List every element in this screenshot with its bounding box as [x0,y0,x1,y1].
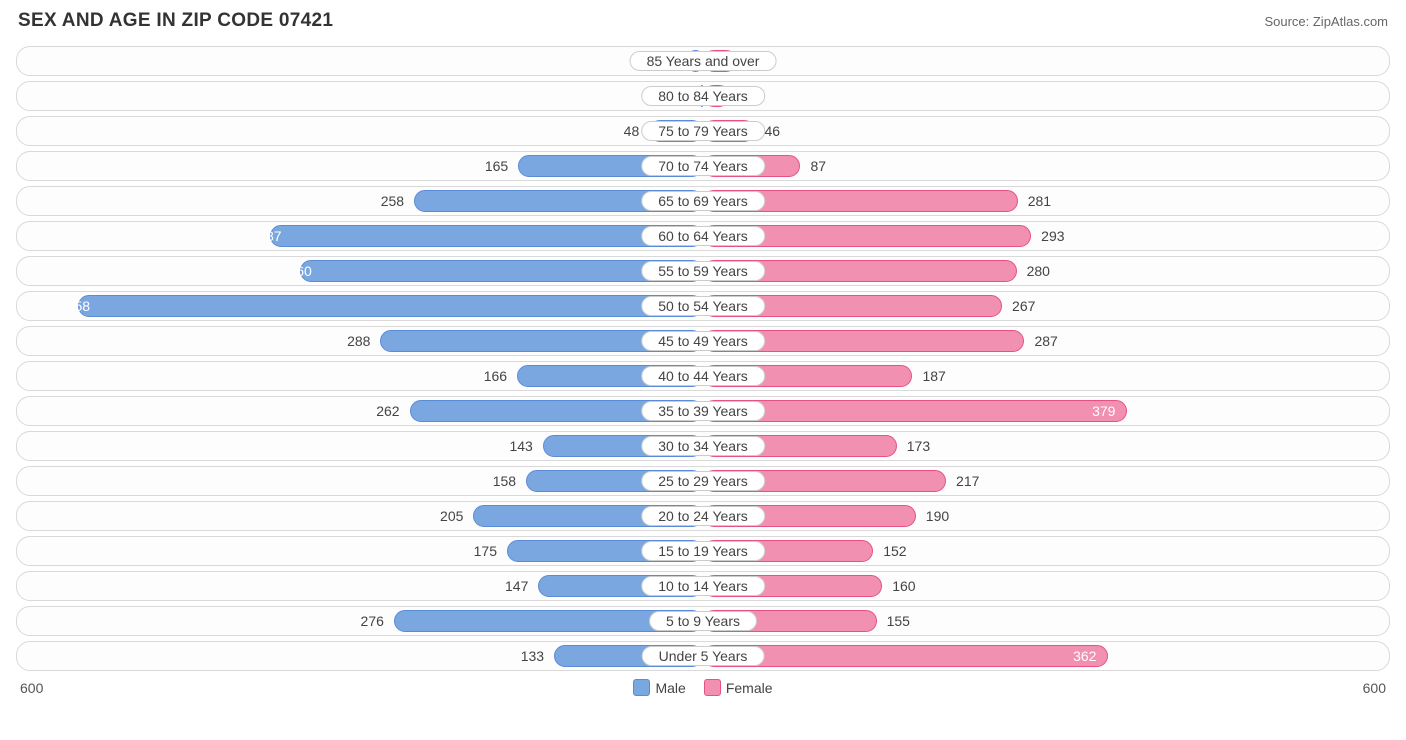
chart-row: 158 217 25 to 29 Years [16,466,1390,496]
value-label-female: 281 [1028,193,1051,209]
chart-source: Source: ZipAtlas.com [1264,14,1388,29]
category-label: 50 to 54 Years [641,296,765,316]
bar-male [78,295,703,317]
value-label-male: 48 [624,123,640,139]
value-label-male: 262 [376,403,399,419]
bar-male [270,225,703,247]
category-label: 60 to 64 Years [641,226,765,246]
chart-row: 387 293 60 to 64 Years [16,221,1390,251]
axis-label-left: 600 [20,680,43,696]
value-label-female: 155 [887,613,910,629]
chart-row: 276 155 5 to 9 Years [16,606,1390,636]
chart-row: 165 87 70 to 74 Years [16,151,1390,181]
category-label: 10 to 14 Years [641,576,765,596]
chart-row: 205 190 20 to 24 Years [16,501,1390,531]
chart-row: 558 267 50 to 54 Years [16,291,1390,321]
value-label-male: 205 [440,508,463,524]
category-label: 70 to 74 Years [641,156,765,176]
value-label-female: 293 [1041,228,1064,244]
chart-row: 147 160 10 to 14 Years [16,571,1390,601]
category-label: 75 to 79 Years [641,121,765,141]
chart-row: 175 152 15 to 19 Years [16,536,1390,566]
value-label-male: 165 [485,158,508,174]
value-label-female: 160 [892,578,915,594]
value-label-female: 187 [922,368,945,384]
legend-label-male: Male [655,680,685,696]
category-label: 80 to 84 Years [641,86,765,106]
category-label: 55 to 59 Years [641,261,765,281]
value-label-female: 87 [810,158,826,174]
value-label-female: 173 [907,438,930,454]
value-label-female: 152 [883,543,906,559]
chart-header: SEX AND AGE IN ZIP CODE 07421 Source: Zi… [16,10,1390,32]
chart-row: 133 362 Under 5 Years [16,641,1390,671]
category-label: 40 to 44 Years [641,366,765,386]
value-label-male: 166 [484,368,507,384]
bar-female [703,400,1127,422]
value-label-female: 287 [1034,333,1057,349]
category-label: 25 to 29 Years [641,471,765,491]
value-label-male: 558 [67,298,90,314]
category-label: 45 to 49 Years [641,331,765,351]
value-label-female: 217 [956,473,979,489]
chart-row: 166 187 40 to 44 Years [16,361,1390,391]
axis-label-right: 600 [1363,680,1386,696]
chart-row: 133085 Years and over [16,46,1390,76]
value-label-male: 288 [347,333,370,349]
value-label-male: 175 [474,543,497,559]
category-label: 15 to 19 Years [641,541,765,561]
value-label-female: 46 [765,123,781,139]
legend-label-female: Female [726,680,773,696]
category-label: 30 to 34 Years [641,436,765,456]
value-label-male: 158 [493,473,516,489]
legend-swatch-female [704,679,721,696]
category-label: 35 to 39 Years [641,401,765,421]
value-label-male: 147 [505,578,528,594]
chart-row: 360 280 55 to 59 Years [16,256,1390,286]
chart-row: 258 281 65 to 69 Years [16,186,1390,216]
legend-item-male: Male [633,679,685,696]
chart-area: 133085 Years and over 02480 to 84 Years 48… [16,46,1390,671]
value-label-male: 258 [381,193,404,209]
legend-item-female: Female [704,679,773,696]
value-label-male: 387 [258,228,281,244]
legend-swatch-male [633,679,650,696]
chart-title: SEX AND AGE IN ZIP CODE 07421 [18,10,333,32]
value-label-male: 360 [288,263,311,279]
value-label-female: 280 [1027,263,1050,279]
category-label: 65 to 69 Years [641,191,765,211]
chart-row: 143 173 30 to 34 Years [16,431,1390,461]
chart-row: 48 4675 to 79 Years [16,116,1390,146]
category-label: 20 to 24 Years [641,506,765,526]
value-label-female: 379 [1092,403,1115,419]
category-label: 5 to 9 Years [649,611,757,631]
chart-row: 02480 to 84 Years [16,81,1390,111]
category-label: 85 Years and over [630,51,777,71]
value-label-male: 276 [361,613,384,629]
category-label: Under 5 Years [642,646,765,666]
legend: Male Female [633,679,772,696]
chart-footer: 600 Male Female 600 [16,679,1390,696]
value-label-female: 190 [926,508,949,524]
value-label-female: 267 [1012,298,1035,314]
chart-row: 262 379 35 to 39 Years [16,396,1390,426]
chart-row: 288 287 45 to 49 Years [16,326,1390,356]
value-label-male: 133 [521,648,544,664]
value-label-male: 143 [509,438,532,454]
value-label-female: 362 [1073,648,1096,664]
